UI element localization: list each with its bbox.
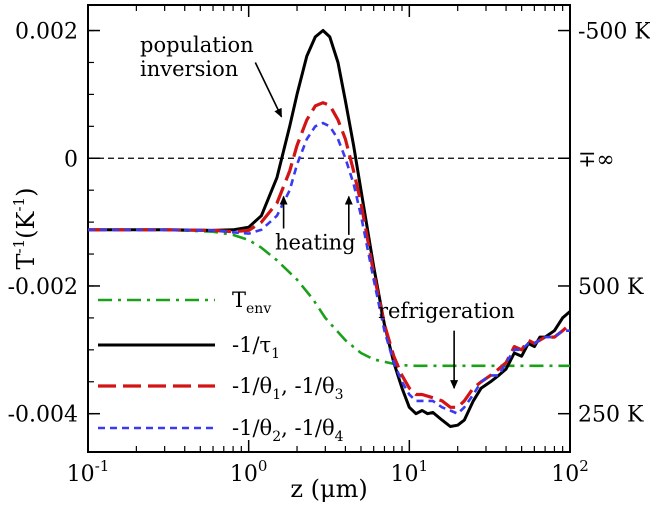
series-line-4	[88, 121, 570, 416]
legend-label-1: Tenv	[232, 288, 271, 317]
y-left-tick-label: -0.002	[8, 275, 78, 300]
legend-label-4: -1/θ2, -1/θ4	[232, 416, 344, 445]
axis-titles: z (μm) T-1(K-1)	[10, 188, 368, 503]
annotations: population inversion heating refrigeration	[140, 33, 515, 390]
x-tick-label: 100	[230, 457, 268, 487]
legend: Tenv -1/τ1 -1/θ1, -1/θ3 -1/θ2, -1/θ4	[98, 288, 344, 445]
x-tick-label: 10-1	[67, 457, 110, 487]
x-tick-label: 101	[391, 457, 429, 487]
ticks: 10-1 100 101 102 0.002 0 -0.002 -0.004 -500 K ∓∞ 5…	[8, 5, 650, 487]
series-lines	[88, 29, 572, 428]
legend-label-3: -1/θ1, -1/θ3	[232, 374, 344, 403]
series-line-1	[88, 228, 570, 368]
y-right-tick-label: 500 K	[578, 275, 644, 300]
x-axis-title: z (μm)	[290, 475, 367, 503]
y-left-tick-label: 0.002	[15, 20, 78, 45]
y-right-tick-label: -500 K	[578, 20, 650, 45]
y-right-tick-label: ∓∞	[578, 147, 615, 172]
series-line-3	[88, 101, 572, 409]
y-right-tick-label: 250 K	[578, 403, 644, 428]
x-tick-label: 102	[551, 457, 589, 487]
arrow-population-inversion	[254, 62, 283, 118]
legend-label-2: -1/τ1	[232, 333, 280, 362]
y-left-tick-label: -0.004	[8, 403, 78, 428]
series-line-2	[88, 29, 571, 428]
annotation-refrigeration: refrigeration	[378, 299, 515, 323]
annotation-population-inversion: population inversion	[140, 33, 254, 81]
annotation-heating: heating	[275, 230, 356, 254]
y-axis-title: T-1(K-1)	[10, 188, 40, 270]
y-left-tick-label: 0	[64, 147, 78, 172]
